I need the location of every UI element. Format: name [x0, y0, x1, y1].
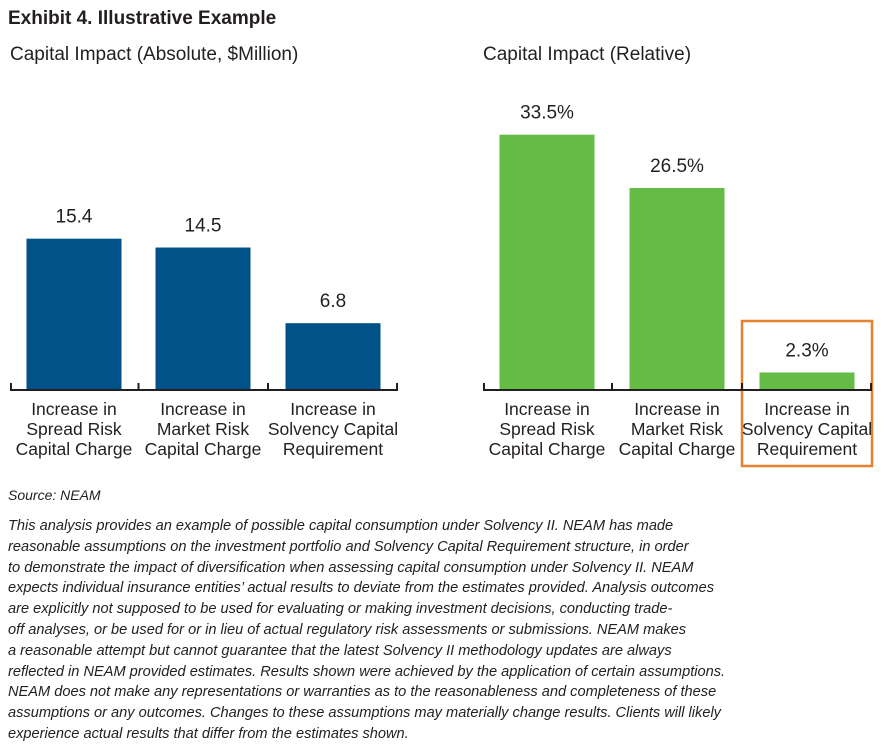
- highlight-box: [740, 319, 874, 468]
- category-label-relative-1: Increase in: [504, 399, 590, 419]
- category-label-absolute-1: Increase in: [31, 399, 117, 419]
- bar-absolute-2: [155, 247, 251, 390]
- value-label-absolute-3: 6.8: [320, 291, 346, 312]
- disclaimer-line: are explicitly not supposed to be used f…: [8, 601, 673, 618]
- exhibit-title: Exhibit 4. Illustrative Example: [8, 8, 277, 29]
- chart-title-relative: Capital Impact (Relative): [483, 44, 692, 65]
- category-label-absolute-3: Requirement: [283, 439, 383, 459]
- category-label-relative-1: Spread Risk: [499, 419, 595, 439]
- category-label-absolute-2: Increase in: [160, 399, 246, 419]
- value-label-absolute-2: 14.5: [185, 216, 222, 237]
- bar-absolute-1: [26, 238, 122, 390]
- bar-relative-2: [629, 188, 725, 390]
- disclaimer-line: a reasonable attempt but cannot guarante…: [8, 642, 672, 659]
- disclaimer-line: experience actual results that differ fr…: [8, 725, 409, 742]
- category-label-relative-3: Requirement: [757, 439, 857, 459]
- category-label-absolute-3: Solvency Capital: [268, 419, 398, 439]
- disclaimer-line: reflected in NEAM provided estimates. Re…: [8, 663, 726, 680]
- disclaimer-line: expects individual insurance entities’ a…: [8, 580, 714, 597]
- category-label-absolute-1: Spread Risk: [26, 419, 122, 439]
- value-label-relative-3: 2.3%: [785, 340, 828, 361]
- value-label-absolute-1: 15.4: [56, 207, 93, 228]
- disclaimer-line: to demonstrate the impact of diversifica…: [8, 559, 694, 576]
- value-label-relative-2: 26.5%: [650, 156, 704, 177]
- bar-absolute-3: [285, 323, 381, 390]
- category-label-relative-3: Solvency Capital: [742, 419, 872, 439]
- disclaimer-line: reasonable assumptions on the investment…: [8, 538, 689, 555]
- category-label-absolute-2: Capital Charge: [145, 439, 262, 459]
- chart-title-absolute: Capital Impact (Absolute, $Million): [10, 44, 299, 65]
- category-label-absolute-3: Increase in: [290, 399, 376, 419]
- category-label-relative-2: Capital Charge: [619, 439, 736, 459]
- category-label-absolute-1: Capital Charge: [16, 439, 133, 459]
- category-label-relative-3: Increase in: [764, 399, 850, 419]
- disclaimer-text: This analysis provides an example of pos…: [8, 516, 848, 745]
- disclaimer-line: This analysis provides an example of pos…: [8, 518, 674, 534]
- bar-relative-3: [759, 372, 855, 390]
- disclaimer-line: off analyses, or be used for or in lieu …: [8, 621, 687, 638]
- bar-relative-1: [499, 134, 595, 390]
- category-label-relative-1: Capital Charge: [489, 439, 606, 459]
- category-label-relative-2: Increase in: [634, 399, 720, 419]
- category-label-relative-2: Market Risk: [631, 419, 724, 439]
- disclaimer-line: assumptions or any outcomes. Changes to …: [8, 705, 721, 722]
- value-label-relative-1: 33.5%: [520, 103, 574, 124]
- source-note: Source: NEAM: [8, 487, 101, 503]
- disclaimer-line: NEAM does not make any representations o…: [8, 684, 717, 701]
- category-label-absolute-2: Market Risk: [157, 419, 250, 439]
